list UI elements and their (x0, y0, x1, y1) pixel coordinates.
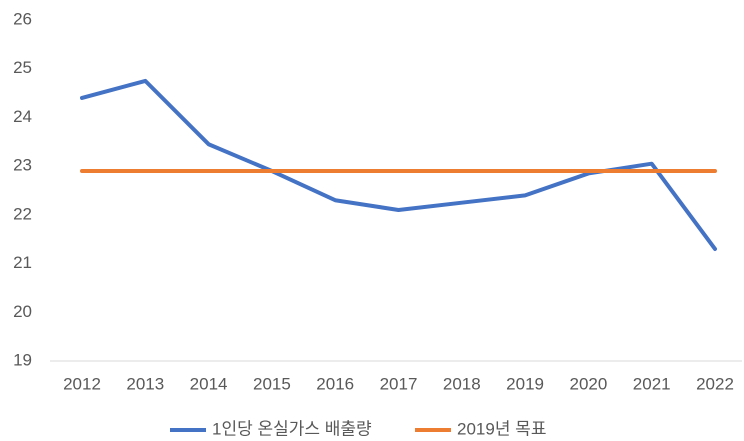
y-tick-label: 26 (13, 9, 32, 28)
x-tick-label: 2020 (569, 374, 607, 393)
x-tick-label: 2014 (190, 374, 228, 393)
legend-label: 1인당 온실가스 배출량 (212, 419, 372, 438)
series-line (80, 78, 717, 251)
x-tick-label: 2022 (696, 374, 734, 393)
y-tick-label: 24 (13, 107, 32, 126)
legend-label: 2019년 목표 (457, 419, 546, 438)
y-tick-label: 22 (13, 204, 32, 223)
x-tick-label: 2018 (443, 374, 481, 393)
x-tick-label: 2015 (253, 374, 291, 393)
x-tick-label: 2016 (316, 374, 354, 393)
y-tick-label: 23 (13, 156, 32, 175)
y-tick-label: 25 (13, 58, 32, 77)
x-tick-label: 2019 (506, 374, 544, 393)
y-tick-label: 19 (13, 350, 32, 369)
x-tick-label: 2017 (380, 374, 418, 393)
x-tick-label: 2013 (126, 374, 164, 393)
y-tick-label: 21 (13, 253, 32, 272)
y-tick-label: 20 (13, 302, 32, 321)
x-tick-label: 2021 (633, 374, 671, 393)
x-tick-label: 2012 (63, 374, 101, 393)
